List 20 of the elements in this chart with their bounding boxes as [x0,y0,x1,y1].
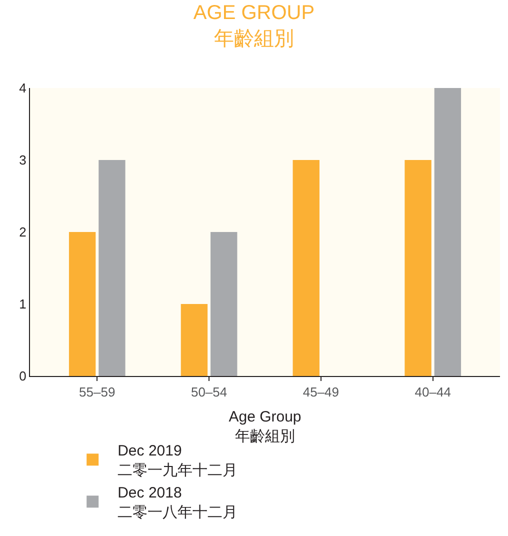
bar [180,304,208,376]
bar [98,160,126,376]
y-tick-label: 1 [19,296,26,312]
x-tick-label: 55–59 [79,384,116,400]
y-tick-label: 2 [19,224,26,240]
x-tick-label: 40–44 [414,384,451,400]
y-tick-label: 3 [19,152,26,168]
bar [210,232,238,376]
y-tick-label: 4 [19,80,26,96]
x-tick-label: 45–49 [302,384,340,400]
legend-label: Dec 2018 二零一八年十二月 [118,484,238,522]
x-tick-label: 50–54 [190,384,228,400]
legend-label: Dec 2019 二零一九年十二月 [118,442,238,480]
bar [292,160,320,376]
bar [434,88,462,376]
bar [68,232,96,376]
chart-title: AGE GROUP 年齡組別 [193,2,315,50]
x-axis-title: Age Group 年齡組別 [228,408,302,446]
y-tick-label: 0 [19,368,26,384]
bar [404,160,432,376]
